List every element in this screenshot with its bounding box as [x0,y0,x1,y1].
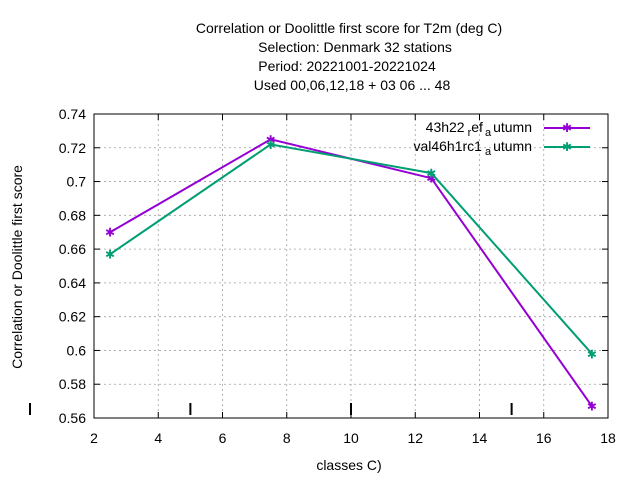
data-point: ✱ [587,400,597,414]
y-axis-label: Correlation or Doolittle first score [9,165,25,369]
y-tick-label: 0.72 [59,140,86,156]
legend-marker-1: ✱ [562,121,572,135]
title-line-3: Period: 20221001-20221024 [258,58,436,74]
legend: 43h22 ref a utumn ✱ val46h1rc1 a utumn ✱ [413,119,590,158]
y-tick-label: 0.58 [59,376,86,392]
title-line-2: Selection: Denmark 32 stations [258,39,452,55]
x-axis: 2 4 6 8 10 12 14 16 18 [90,114,616,446]
y-tick-label: 0.68 [59,207,86,223]
x-tick-label: 8 [283,430,291,446]
x-tick-label: 14 [472,430,488,446]
data-point: ✱ [105,226,115,240]
y-tick-label: 0.74 [59,106,86,122]
y-tick-label: 0.64 [59,275,86,291]
data-point: ✱ [105,248,115,262]
grid [94,114,608,418]
legend-marker-2: ✱ [562,140,572,154]
series-layer: ✱✱✱✱✱✱✱✱ [105,133,597,414]
x-axis-label: classes C) [316,457,381,473]
x-tick-label: 16 [536,430,552,446]
y-tick-label: 0.66 [59,241,86,257]
y-tick-label: 0.56 [59,410,86,426]
x-tick-label: 10 [343,430,359,446]
legend-label-1: 43h22 ref a utumn [426,119,532,139]
x-tick-label: 2 [90,430,98,446]
title-line-4: Used 00,06,12,18 + 03 06 ... 48 [254,77,451,93]
data-point: ✱ [426,172,436,186]
y-tick-label: 0.6 [67,342,87,358]
title-line-1: Correlation or Doolittle first score for… [196,20,502,36]
data-point: ✱ [266,133,276,147]
series-line [109,143,593,355]
data-point: ✱ [266,138,276,152]
y-tick-label: 0.62 [59,309,86,325]
y-tick-label: 0.7 [67,174,87,190]
chart-title: Correlation or Doolittle first score for… [196,20,502,93]
x-tick-label: 6 [219,430,227,446]
x-tick-label: 12 [407,430,423,446]
legend-label-2: val46h1rc1 a utumn [413,138,532,158]
data-point: ✱ [426,167,436,181]
x-tick-label: 18 [600,430,616,446]
x-tick-label: 4 [154,430,162,446]
series-2: ✱✱✱✱ [105,138,597,361]
data-point: ✱ [587,347,597,361]
y-axis: 0.56 0.58 0.6 0.62 0.64 0.66 0.68 0.7 0.72 0.74 [59,106,608,426]
